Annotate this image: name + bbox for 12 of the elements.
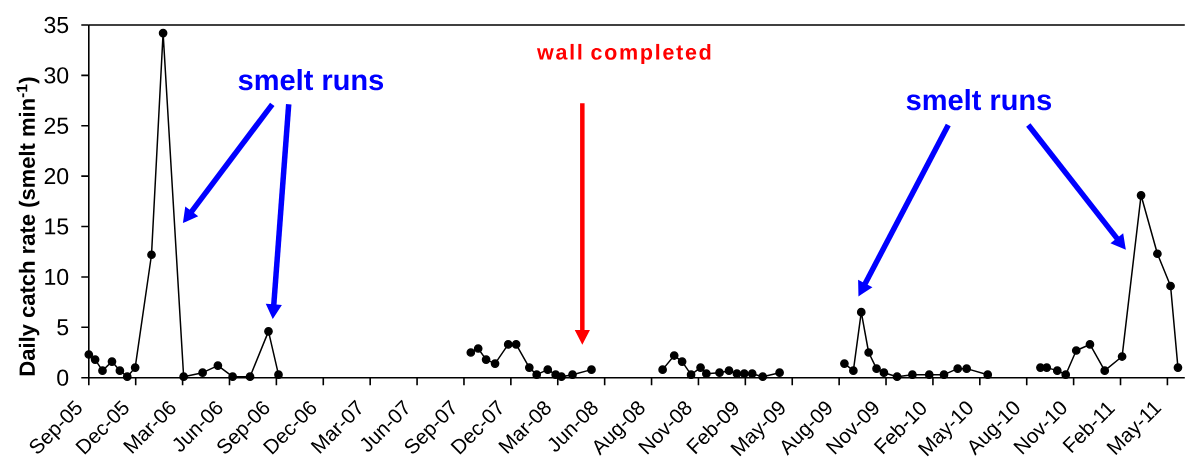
y-tick-label: 10 [45,268,69,286]
y-tick-label: 15 [45,218,69,235]
y-tick-label: 30 [44,67,69,84]
y-tick-label: 20 [44,168,69,185]
annotation: wall completed [536,43,711,64]
y-tick-label: 35 [44,16,69,34]
y-tick-label: 0 [57,369,69,386]
y-tick-label: 5 [57,319,69,336]
annotation: smelt runs [238,68,384,91]
y-tick-label: 25 [44,117,69,134]
annotation: smelt runs [906,88,1052,111]
y-axis-title: Daily catch rate (smelt min$^{-1}$) [16,77,40,376]
